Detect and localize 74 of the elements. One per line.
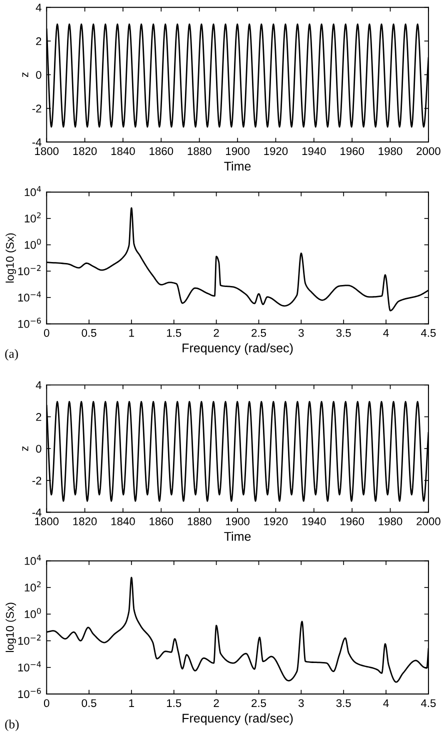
x-tick-label: 1.5 [167, 329, 182, 337]
y-tick-label: 10$^{−2}$ [18, 634, 41, 645]
x-axis-title: Time [224, 532, 251, 541]
y-axis-title: log10 (Sx) [6, 602, 16, 652]
y-tick-label: 10$^{−2}$ [18, 265, 41, 276]
x-tick-label: 1980 [378, 147, 402, 156]
x-tick-label: 1800 [35, 517, 59, 526]
x-tick-label: 3.5 [336, 328, 351, 337]
x-tick-label: 1840 [111, 517, 135, 526]
x-tick-label: 1820 [73, 517, 97, 526]
y-tick-label: 10$^{2}$ [24, 581, 41, 592]
x-tick-label: 2000 [416, 147, 440, 156]
y-tick-label: 10$^{4}$ [24, 186, 41, 196]
y-tick-label: 10$^{−6}$ [18, 318, 41, 328]
y-tick-label: 10$^{−6}$ [18, 688, 41, 698]
text: (a) [5, 349, 18, 360]
y-tick-label: 4 [36, 381, 42, 389]
y-tick-label: 10$^{−4}$ [18, 661, 41, 672]
y-tick-label: -2 [32, 476, 42, 484]
y-axis-title: log10 (Sx) [6, 233, 16, 283]
x-tick-label: 1900 [226, 517, 250, 526]
x-tick-label: 2.5 [252, 699, 266, 708]
x-tick-label: 1800 [35, 147, 59, 156]
x-tick-label: 1920 [264, 147, 288, 156]
y-tick-label: -4 [32, 138, 42, 146]
x-tick-label: 1900 [226, 147, 250, 156]
x-tick-label: 1940 [302, 147, 326, 156]
y-tick-label: -2 [32, 104, 42, 112]
x-tick-label: 3 [298, 328, 304, 337]
x-tick-label: 1.5 [167, 699, 182, 708]
x-tick-label: 2000 [416, 517, 440, 526]
x-axis-title: Time [224, 161, 251, 171]
x-tick-label: 4.5 [420, 329, 436, 337]
x-tick-label: 1920 [264, 517, 288, 526]
x-tick-label: 2.5 [252, 328, 266, 337]
x-tick-label: 0.5 [82, 328, 96, 337]
x-tick-label: 1820 [73, 147, 97, 156]
y-tick-label: 4 [36, 4, 42, 12]
x-tick-label: 1840 [111, 147, 135, 156]
x-tick-label: 0 [44, 699, 50, 708]
x-tick-label: 1880 [188, 147, 212, 156]
y-axis-title: z [22, 72, 28, 78]
y-tick-label: 10$^{4}$ [24, 554, 41, 565]
x-tick-label: 1860 [150, 147, 174, 156]
x-tick-label: 1860 [150, 517, 174, 526]
y-axis-title: z [22, 446, 28, 451]
y-tick-label: 0 [36, 70, 42, 79]
x-tick-label: 0 [44, 328, 50, 337]
x-tick-label: 1960 [340, 517, 364, 526]
y-tick-label: 10$^{2}$ [24, 212, 41, 222]
x-axis-title: Frequency (rad/sec) [182, 713, 293, 726]
x-tick-label: 3 [298, 699, 304, 708]
x-tick-label: 4 [383, 699, 389, 707]
y-tick-label: 10$^{0}$ [24, 238, 41, 249]
x-tick-label: 3.5 [336, 699, 351, 708]
x-tick-label: 2 [214, 699, 219, 707]
x-tick-label: 2 [214, 328, 219, 337]
x-tick-label: 1940 [302, 517, 326, 526]
y-tick-label: 2 [36, 37, 42, 46]
text: (b) [5, 720, 19, 732]
x-tick-label: 1 [129, 699, 134, 707]
x-tick-label: 1960 [340, 147, 364, 156]
y-tick-label: 0 [36, 444, 42, 453]
y-tick-label: 10$^{−4}$ [18, 292, 41, 302]
y-tick-label: 10$^{0}$ [24, 608, 41, 618]
x-tick-label: 0.5 [82, 699, 96, 708]
x-tick-label: 4.5 [420, 699, 436, 708]
y-tick-label: -4 [32, 508, 42, 516]
x-tick-label: 4 [383, 329, 389, 337]
x-axis-title: Frequency (rad/sec) [182, 343, 293, 355]
x-tick-label: 1 [129, 329, 134, 337]
x-tick-label: 1980 [378, 517, 402, 526]
x-tick-label: 1880 [188, 517, 212, 526]
y-tick-label: 2 [36, 413, 42, 421]
